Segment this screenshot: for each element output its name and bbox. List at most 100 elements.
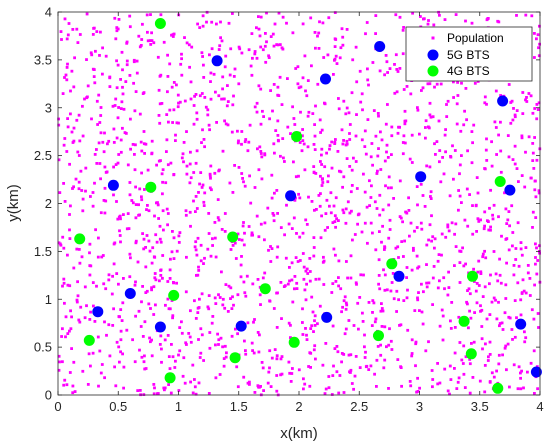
population-point bbox=[401, 220, 404, 224]
y-tick-label: 1 bbox=[45, 292, 52, 307]
population-point bbox=[158, 74, 162, 78]
population-point bbox=[166, 280, 170, 283]
population-point bbox=[128, 181, 132, 184]
population-point bbox=[378, 213, 382, 217]
population-point bbox=[142, 142, 146, 146]
population-point bbox=[424, 136, 427, 140]
population-point bbox=[203, 145, 206, 149]
population-point bbox=[76, 41, 80, 44]
population-point bbox=[65, 78, 69, 82]
population-point bbox=[89, 195, 92, 198]
population-point bbox=[420, 227, 424, 231]
population-point bbox=[528, 277, 532, 280]
population-point bbox=[301, 139, 305, 142]
population-point bbox=[519, 376, 522, 380]
population-point bbox=[177, 389, 181, 392]
population-point bbox=[488, 282, 491, 286]
population-point bbox=[220, 270, 223, 274]
population-point bbox=[101, 46, 104, 50]
population-point bbox=[84, 166, 88, 170]
population-point bbox=[359, 100, 363, 104]
population-point bbox=[326, 226, 329, 229]
population-point bbox=[463, 109, 466, 113]
population-point bbox=[248, 174, 251, 178]
population-point bbox=[227, 284, 231, 288]
population-point bbox=[258, 145, 262, 149]
population-point bbox=[90, 117, 93, 121]
population-point bbox=[61, 284, 64, 288]
population-point bbox=[382, 366, 386, 370]
population-point bbox=[302, 377, 305, 381]
population-point bbox=[282, 156, 285, 160]
population-point bbox=[443, 18, 447, 21]
population-point bbox=[244, 352, 248, 356]
population-point bbox=[337, 107, 341, 111]
population-point bbox=[479, 309, 482, 313]
population-point bbox=[306, 114, 310, 118]
population-point bbox=[341, 35, 345, 39]
population-point bbox=[304, 327, 307, 330]
population-point bbox=[260, 155, 264, 159]
population-point bbox=[533, 136, 536, 139]
population-point bbox=[253, 50, 257, 53]
population-point bbox=[277, 139, 280, 143]
population-point bbox=[446, 293, 450, 297]
population-point bbox=[78, 320, 82, 324]
population-point bbox=[333, 37, 337, 41]
population-point bbox=[440, 308, 444, 312]
population-point bbox=[226, 84, 229, 87]
population-point bbox=[535, 272, 539, 276]
population-point bbox=[442, 172, 446, 176]
population-point bbox=[189, 380, 192, 384]
population-point bbox=[285, 21, 288, 25]
population-point bbox=[466, 224, 470, 228]
population-point bbox=[99, 211, 103, 215]
population-point bbox=[437, 253, 441, 256]
population-point bbox=[119, 240, 122, 244]
population-point bbox=[287, 321, 291, 325]
population-point bbox=[175, 281, 178, 285]
population-point bbox=[140, 355, 144, 359]
population-point bbox=[444, 128, 447, 131]
population-point bbox=[214, 343, 217, 347]
population-point bbox=[503, 191, 506, 195]
population-point bbox=[324, 387, 328, 391]
population-point bbox=[119, 308, 123, 311]
population-point bbox=[483, 285, 487, 289]
population-point bbox=[143, 188, 146, 191]
population-point bbox=[367, 301, 371, 304]
population-point bbox=[511, 118, 515, 122]
population-point bbox=[442, 276, 446, 280]
population-point bbox=[91, 67, 95, 71]
bts-5g-point bbox=[321, 311, 333, 323]
population-point bbox=[509, 121, 513, 125]
population-point bbox=[177, 241, 181, 244]
population-point bbox=[446, 389, 450, 393]
population-point bbox=[243, 291, 247, 295]
population-point bbox=[133, 283, 137, 287]
population-point bbox=[148, 39, 152, 42]
population-point bbox=[314, 277, 318, 281]
population-point bbox=[313, 148, 317, 151]
population-point bbox=[198, 26, 202, 29]
population-point bbox=[128, 14, 132, 18]
population-point bbox=[197, 191, 200, 194]
population-point bbox=[122, 365, 126, 369]
population-point bbox=[313, 324, 317, 327]
population-point bbox=[497, 133, 500, 137]
bts-5g-point bbox=[530, 366, 542, 378]
population-point bbox=[266, 206, 270, 210]
population-point bbox=[417, 265, 421, 269]
population-point bbox=[224, 54, 228, 58]
population-point bbox=[498, 322, 502, 325]
population-points bbox=[57, 10, 542, 397]
population-point bbox=[520, 174, 524, 177]
population-point bbox=[428, 223, 432, 227]
population-point bbox=[99, 371, 103, 375]
population-point bbox=[457, 189, 460, 192]
population-point bbox=[122, 386, 125, 390]
population-point bbox=[491, 213, 494, 217]
population-point bbox=[103, 165, 107, 169]
population-point bbox=[194, 317, 198, 320]
population-point bbox=[344, 301, 348, 305]
